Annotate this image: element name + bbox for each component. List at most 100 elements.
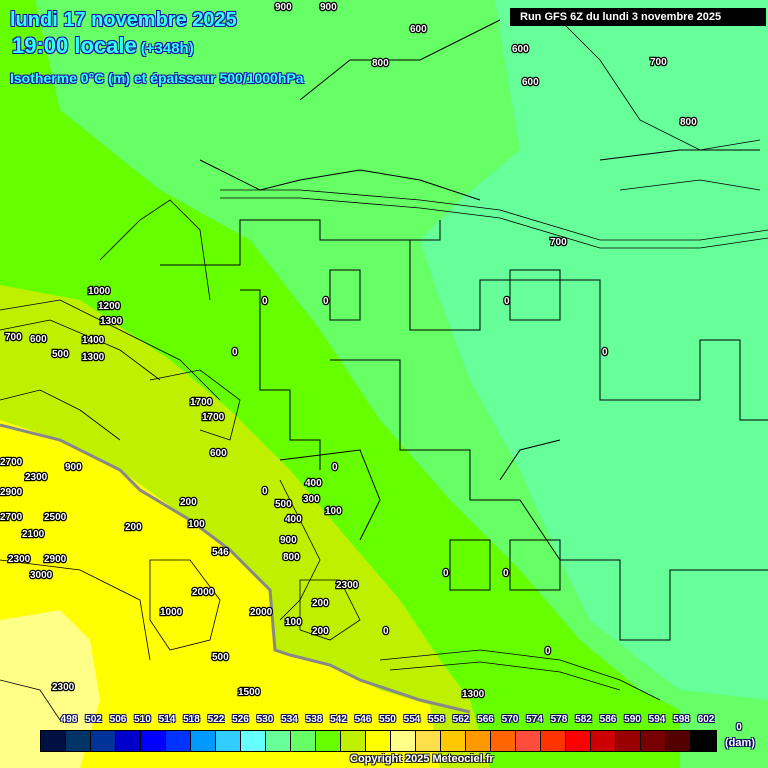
copyright: Copyright 2025 Meteociel.fr — [350, 753, 494, 765]
contour-label: 2300 — [52, 682, 75, 693]
contour-label: 600 — [522, 77, 539, 88]
contour-label: 600 — [30, 334, 47, 345]
legend-label: 590 — [624, 714, 641, 725]
legend-swatch — [466, 731, 491, 751]
contour-label: 800 — [283, 552, 300, 563]
contour-label: 900 — [320, 2, 337, 13]
forecast-time: 19:00 locale (+348h) — [12, 33, 194, 59]
contour-label: 0 — [262, 296, 268, 307]
contour-label: 0 — [602, 347, 608, 358]
contour-label: 1200 — [98, 301, 121, 312]
thickness-546-line — [0, 423, 471, 714]
legend-label: 586 — [599, 714, 617, 725]
legend-swatch — [66, 731, 91, 751]
legend-swatch — [591, 731, 616, 751]
contour-label: 0 — [383, 626, 389, 637]
zone-light-yellow — [0, 610, 100, 768]
model-run-banner: Run GFS 6Z du lundi 3 novembre 2025 — [510, 8, 766, 26]
contour-label: 2700 — [0, 457, 23, 468]
legend-swatch — [241, 731, 266, 751]
contour-label: 700 — [650, 57, 667, 68]
contour-label: 1000 — [160, 607, 183, 618]
legend-label: 570 — [501, 714, 519, 725]
lead-time: (+348h) — [140, 40, 194, 57]
zone-teal — [420, 0, 768, 700]
legend-label: 550 — [379, 714, 396, 725]
legend-swatch — [641, 731, 666, 751]
contour-label: 0 — [332, 462, 338, 473]
isotherm-contours — [0, 19, 768, 721]
forecast-date: lundi 17 novembre 2025 — [10, 9, 237, 31]
contour-label: 1300 — [100, 316, 123, 327]
legend-swatch — [616, 731, 641, 751]
contour-label: 900 — [65, 462, 82, 473]
legend-swatch — [291, 731, 316, 751]
legend-label: 558 — [428, 714, 445, 725]
contour-label: 100 — [188, 519, 205, 530]
legend-swatch — [316, 731, 341, 751]
contour-label: 600 — [210, 448, 227, 459]
contour-label: 1500 — [238, 687, 261, 698]
contour-label: 200 — [125, 522, 142, 533]
legend-label: 542 — [330, 714, 347, 725]
contour-label: 200 — [312, 598, 329, 609]
contour-label: 200 — [180, 497, 197, 508]
legend-swatch — [416, 731, 441, 751]
legend-swatch — [516, 731, 541, 751]
contour-label: 400 — [305, 478, 322, 489]
contour-label: 700 — [5, 332, 22, 343]
contour-label: 1000 — [88, 286, 111, 297]
contour-label: 800 — [372, 58, 389, 69]
legend-label: 526 — [232, 714, 249, 725]
legend-swatch — [91, 731, 116, 751]
legend-label: 518 — [183, 714, 200, 725]
legend-swatch — [116, 731, 141, 751]
contour-label: 0 — [545, 646, 551, 657]
legend-swatch — [266, 731, 291, 751]
legend-label: 598 — [673, 714, 690, 725]
contour-label: 600 — [410, 24, 427, 35]
legend-label: 502 — [85, 714, 102, 725]
contour-label: 1300 — [462, 689, 485, 700]
legend-swatch — [566, 731, 591, 751]
contour-label: 2900 — [44, 554, 67, 565]
legend-swatch — [216, 731, 241, 751]
legend-zero: 0 — [736, 722, 742, 733]
parameter-title: Isotherme 0°C (m) et épaisseur 500/1000h… — [10, 70, 304, 86]
zone-yellow — [0, 420, 440, 768]
legend-swatch — [491, 731, 516, 751]
contour-label: 0 — [443, 568, 449, 579]
legend-swatch — [691, 731, 716, 751]
local-time: 19:00 locale — [12, 33, 137, 58]
contour-label: 1700 — [202, 412, 225, 423]
legend-label: 534 — [281, 714, 298, 725]
contour-label: 400 — [285, 514, 302, 525]
contour-label: 0 — [504, 296, 510, 307]
contour-label: 2300 — [8, 554, 31, 565]
legend-swatch — [441, 731, 466, 751]
legend-label: 574 — [526, 714, 543, 725]
contour-label: 2000 — [250, 607, 273, 618]
legend-swatch — [191, 731, 216, 751]
legend-label: 594 — [648, 714, 666, 725]
contour-label: 1300 — [82, 352, 105, 363]
legend-label: 546 — [354, 714, 372, 725]
contour-label: 900 — [275, 2, 292, 13]
contour-label: 2500 — [44, 512, 67, 523]
contour-label: 2700 — [0, 512, 23, 523]
legend-label: 562 — [452, 714, 470, 725]
legend-label: 554 — [403, 714, 421, 725]
legend-swatch — [366, 731, 391, 751]
contour-label: 0 — [323, 296, 329, 307]
contour-label: 1400 — [82, 335, 105, 346]
contour-label: 800 — [680, 117, 697, 128]
legend-swatch — [141, 731, 166, 751]
country-borders — [160, 19, 768, 641]
contour-label: 500 — [52, 349, 69, 360]
legend-label: 566 — [477, 714, 494, 725]
contour-label: 0 — [232, 347, 238, 358]
legend-swatch — [341, 731, 366, 751]
legend-label: 578 — [550, 714, 568, 725]
